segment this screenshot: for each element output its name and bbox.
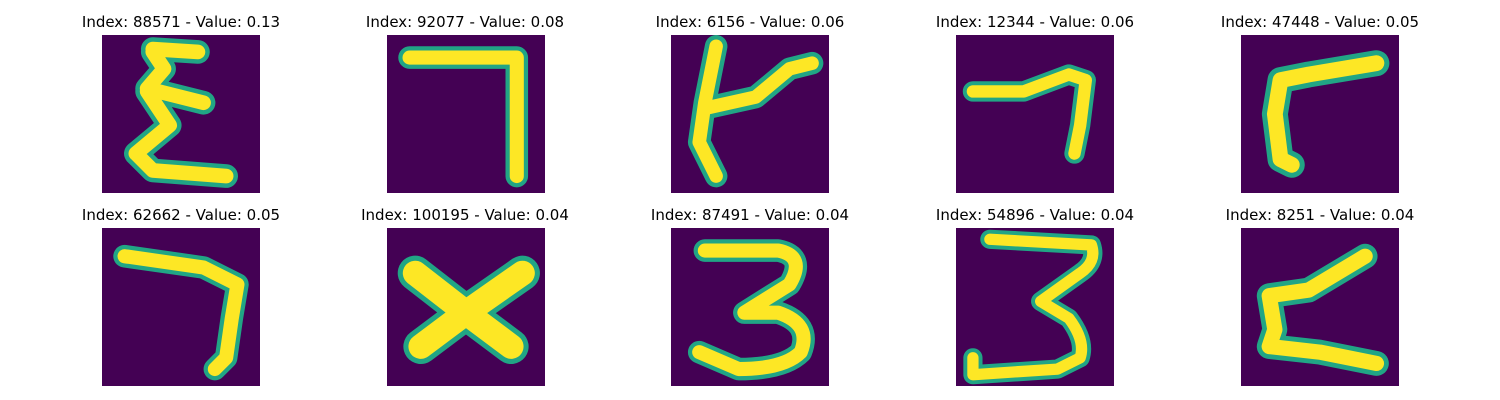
digit-image [671,228,829,386]
panel-5: Index: 47448 - Value: 0.05 [1170,10,1470,200]
panel-title: Index: 47448 - Value: 0.05 [1220,13,1420,31]
panel-title: Index: 88571 - Value: 0.13 [81,13,281,31]
digit-image [387,228,545,386]
digit-image [956,35,1114,193]
digit-image [1241,228,1399,386]
panel-title: Index: 6156 - Value: 0.06 [655,13,845,31]
panel-3: Index: 6156 - Value: 0.06 [600,10,900,200]
panel-4: Index: 12344 - Value: 0.06 [885,10,1185,200]
panel-title: Index: 54896 - Value: 0.04 [935,206,1135,224]
digit-image [102,228,260,386]
panel-6: Index: 62662 - Value: 0.05 [31,203,331,393]
panel-9: Index: 54896 - Value: 0.04 [885,203,1185,393]
panel-title: Index: 8251 - Value: 0.04 [1225,206,1415,224]
panel-title: Index: 100195 - Value: 0.04 [361,206,569,224]
panel-2: Index: 92077 - Value: 0.08 [315,10,615,200]
digit-image [1241,35,1399,193]
digit-image [387,35,545,193]
panel-title: Index: 92077 - Value: 0.08 [365,13,565,31]
panel-title: Index: 87491 - Value: 0.04 [650,206,850,224]
digit-image [956,228,1114,386]
panel-10: Index: 8251 - Value: 0.04 [1170,203,1470,393]
digit-image [671,35,829,193]
panel-8: Index: 87491 - Value: 0.04 [600,203,900,393]
panel-title: Index: 12344 - Value: 0.06 [935,13,1135,31]
panel-7: Index: 100195 - Value: 0.04 [315,203,615,393]
digit-image [102,35,260,193]
panel-1: Index: 88571 - Value: 0.13 [31,10,331,200]
panel-title: Index: 62662 - Value: 0.05 [81,206,281,224]
